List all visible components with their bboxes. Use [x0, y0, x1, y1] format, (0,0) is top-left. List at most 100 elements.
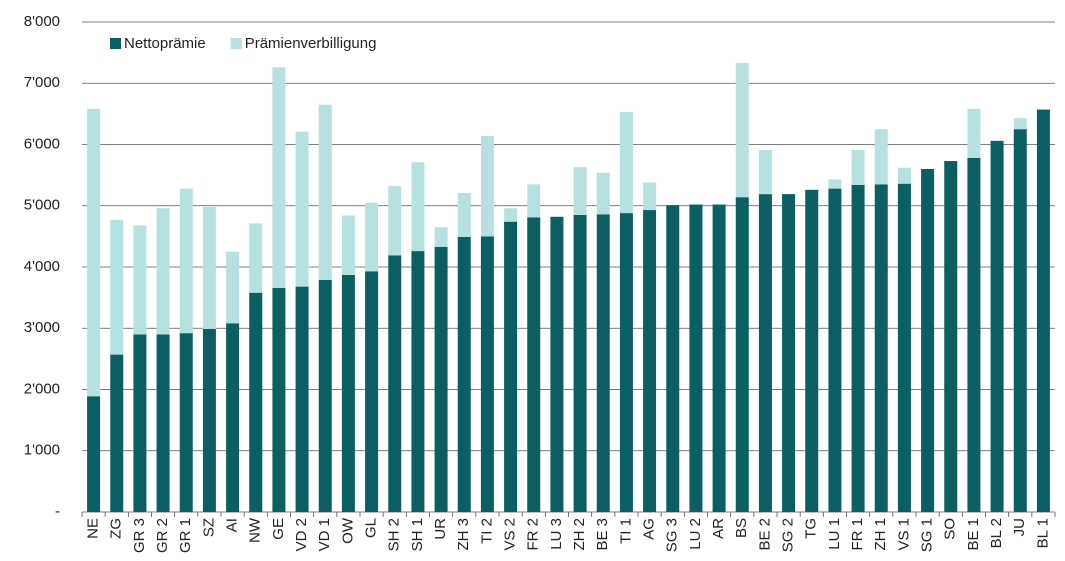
bar [434, 227, 448, 247]
bar [596, 172, 610, 215]
bar [295, 286, 309, 512]
x-tick-label: TG [803, 518, 820, 539]
y-tick-label: 8'000 [24, 13, 60, 30]
x-tick-label: NE [85, 518, 102, 539]
y-tick-label: 1'000 [24, 442, 60, 459]
x-tick-label: SZ [200, 518, 217, 537]
x-tick-label: ZH 3 [455, 518, 472, 551]
x-tick-label: AG [641, 518, 658, 540]
bar [457, 192, 471, 237]
x-tick-label: BE 2 [756, 518, 773, 551]
y-tick-label: 4'000 [24, 258, 60, 275]
bar [110, 354, 124, 512]
bar [990, 140, 1004, 512]
x-tick-label: VS 2 [502, 518, 519, 551]
y-tick-label: 6'000 [24, 135, 60, 152]
legend-label: Prämienverbilligung [245, 35, 377, 52]
x-tick-label: TI 1 [617, 518, 634, 544]
bar [619, 112, 633, 214]
bar [897, 183, 911, 512]
bar [480, 236, 494, 512]
bar [318, 104, 332, 280]
bar [735, 63, 749, 198]
x-tick-label: SO [942, 518, 959, 540]
bar [643, 210, 657, 512]
x-tick-label: NW [247, 517, 264, 543]
bar [758, 150, 772, 195]
bar [411, 162, 425, 252]
bar [388, 186, 402, 256]
x-tick-label: BE 1 [965, 518, 982, 551]
bar [527, 217, 541, 512]
bar [87, 396, 101, 512]
bar [434, 246, 448, 512]
bar [504, 221, 518, 513]
x-tick-label: BL 2 [988, 518, 1005, 548]
bar [596, 214, 610, 512]
x-tick-label: JU [1011, 518, 1028, 536]
bar [1036, 109, 1050, 513]
x-tick-label: FR 2 [525, 518, 542, 551]
bar [249, 292, 263, 512]
bar [805, 189, 819, 512]
x-tick-label: TI 2 [478, 518, 495, 544]
x-tick-label: AI [224, 518, 241, 532]
y-tick-label: 3'000 [24, 319, 60, 336]
bar [666, 205, 680, 512]
bar [156, 334, 170, 512]
bar [573, 167, 587, 215]
x-tick-label: VS 1 [895, 518, 912, 551]
bar [226, 323, 240, 512]
x-tick-label: VD 2 [293, 518, 310, 551]
x-tick-label: LU 2 [687, 518, 704, 550]
bar [133, 225, 147, 335]
x-tick-label: UR [432, 518, 449, 540]
x-tick-label: GE [270, 518, 287, 540]
x-tick-label: SG 1 [919, 518, 936, 552]
bar [1013, 118, 1027, 130]
bar [179, 333, 193, 512]
bar [689, 204, 703, 512]
bar [341, 215, 355, 275]
bar [202, 206, 216, 329]
x-tick-label: SH 2 [386, 518, 403, 551]
x-tick-label: GR 1 [177, 518, 194, 553]
x-tick-label: BS [733, 518, 750, 538]
bar [156, 208, 170, 335]
bar [550, 216, 564, 512]
bar [735, 197, 749, 513]
bar [619, 213, 633, 512]
bar [272, 67, 286, 288]
bar [318, 279, 332, 512]
x-tick-label: GL [363, 518, 380, 538]
bar [527, 184, 541, 218]
bar [967, 157, 981, 512]
bar [133, 334, 147, 512]
y-tick-label: 2'000 [24, 380, 60, 397]
y-tick-label: - [55, 503, 60, 520]
bar [411, 251, 425, 512]
bar [388, 255, 402, 513]
bar [341, 274, 355, 512]
legend-swatch [230, 38, 242, 49]
x-tick-label: GR 3 [131, 518, 148, 553]
x-tick-label: FR 1 [849, 518, 866, 551]
x-tick-label: AR [710, 518, 727, 539]
bar [272, 287, 286, 512]
bar [480, 135, 494, 237]
bar [828, 188, 842, 512]
x-tick-label: LU 1 [826, 518, 843, 550]
bar [643, 182, 657, 211]
bar [249, 223, 263, 293]
bar [87, 108, 101, 397]
legend-label: Nettoprämie [124, 35, 206, 52]
bar [365, 202, 379, 272]
x-tick-label: VD 1 [316, 518, 333, 551]
legend-swatch [110, 38, 121, 49]
bar [944, 161, 958, 512]
bar [828, 179, 842, 189]
bar [1013, 129, 1027, 512]
bar [504, 208, 518, 222]
x-tick-label: LU 3 [548, 518, 565, 550]
